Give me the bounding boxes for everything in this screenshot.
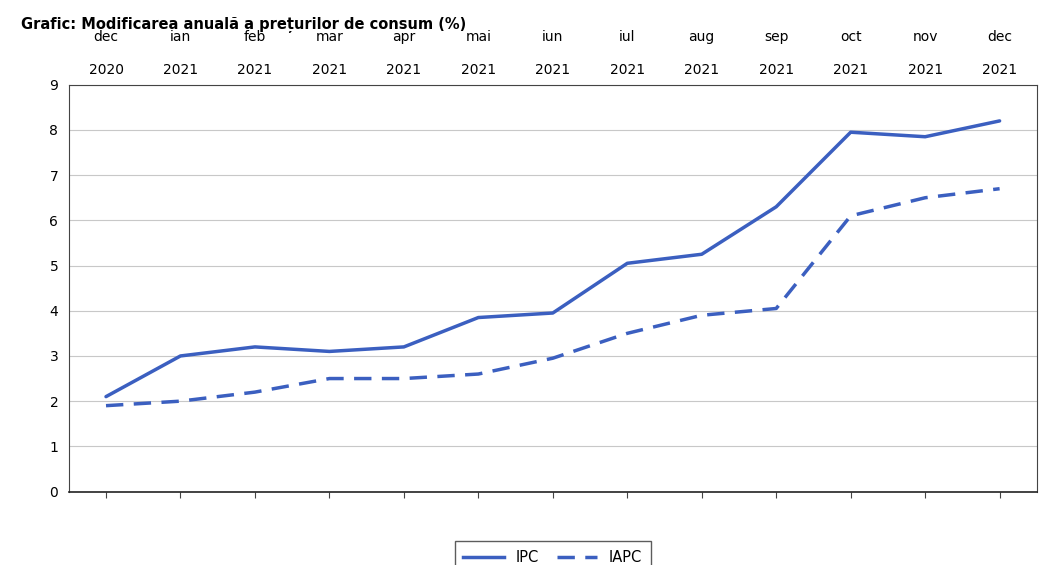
Text: 2021: 2021 [163, 63, 198, 77]
Text: nov: nov [912, 30, 937, 44]
Text: apr: apr [393, 30, 416, 44]
Text: 2021: 2021 [833, 63, 869, 77]
Text: 2021: 2021 [982, 63, 1017, 77]
Text: feb: feb [243, 30, 267, 44]
Text: ian: ian [170, 30, 191, 44]
Text: 2021: 2021 [535, 63, 570, 77]
Text: 2021: 2021 [609, 63, 644, 77]
Text: mar: mar [315, 30, 344, 44]
Text: dec: dec [93, 30, 118, 44]
Text: dec: dec [987, 30, 1013, 44]
Text: 2021: 2021 [685, 63, 719, 77]
Legend: IPC, IAPC: IPC, IAPC [455, 541, 651, 565]
Text: oct: oct [840, 30, 861, 44]
Text: 2021: 2021 [908, 63, 943, 77]
Text: 2020: 2020 [89, 63, 124, 77]
Text: iun: iun [542, 30, 564, 44]
Text: 2021: 2021 [237, 63, 273, 77]
Text: iul: iul [619, 30, 636, 44]
Text: mai: mai [466, 30, 491, 44]
Text: 2021: 2021 [461, 63, 496, 77]
Text: Grafic: Modificarea anuală a prețurilor de consum (%): Grafic: Modificarea anuală a prețurilor … [21, 17, 467, 33]
Text: aug: aug [689, 30, 715, 44]
Text: 2021: 2021 [759, 63, 794, 77]
Text: 2021: 2021 [312, 63, 347, 77]
Text: 2021: 2021 [386, 63, 421, 77]
Text: sep: sep [764, 30, 788, 44]
